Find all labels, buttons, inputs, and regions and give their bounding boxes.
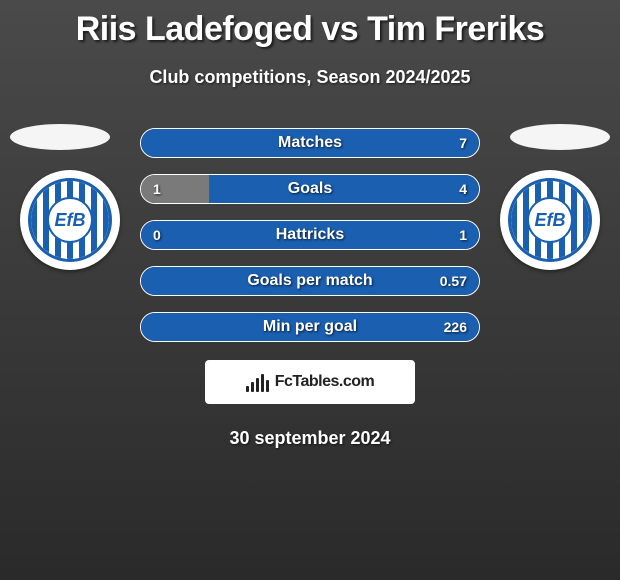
stat-fill-left xyxy=(141,175,209,203)
stat-row: Min per goal 226 xyxy=(140,312,480,342)
crest-circle: EfB xyxy=(28,178,112,262)
crest-circle: EfB xyxy=(508,178,592,262)
crest-center: EfB xyxy=(527,197,573,243)
player-left-ellipse xyxy=(10,124,110,150)
chart-bars-icon xyxy=(246,372,269,392)
stat-row: Goals per match 0.57 xyxy=(140,266,480,296)
stat-row: 1 Goals 4 xyxy=(140,174,480,204)
stat-fill-right xyxy=(209,175,479,203)
player-left-crest: EfB xyxy=(20,170,120,270)
crest-text-right: EfB xyxy=(535,210,566,231)
stat-label: Matches xyxy=(278,134,342,152)
stat-value-left: 0 xyxy=(153,227,161,243)
brand-badge[interactable]: FcTables.com xyxy=(205,360,415,404)
stat-value-right: 7 xyxy=(459,135,467,151)
stat-value-right: 226 xyxy=(444,319,467,335)
brand-text: FcTables.com xyxy=(275,373,375,391)
stat-label: Hattricks xyxy=(276,226,344,244)
stat-row: Matches 7 xyxy=(140,128,480,158)
crest-text-left: EfB xyxy=(55,210,86,231)
crest-center: EfB xyxy=(47,197,93,243)
stat-label: Goals per match xyxy=(247,272,372,290)
stat-value-left: 1 xyxy=(153,181,161,197)
stat-label: Min per goal xyxy=(263,318,357,336)
page-title: Riis Ladefoged vs Tim Freriks xyxy=(0,0,620,49)
player-right-ellipse xyxy=(510,124,610,150)
stat-value-right: 4 xyxy=(459,181,467,197)
footer-date: 30 september 2024 xyxy=(0,428,620,449)
page-subtitle: Club competitions, Season 2024/2025 xyxy=(0,67,620,88)
stat-value-right: 0.57 xyxy=(440,273,467,289)
player-right-crest: EfB xyxy=(500,170,600,270)
stat-value-right: 1 xyxy=(459,227,467,243)
stat-row: 0 Hattricks 1 xyxy=(140,220,480,250)
stat-label: Goals xyxy=(288,180,332,198)
